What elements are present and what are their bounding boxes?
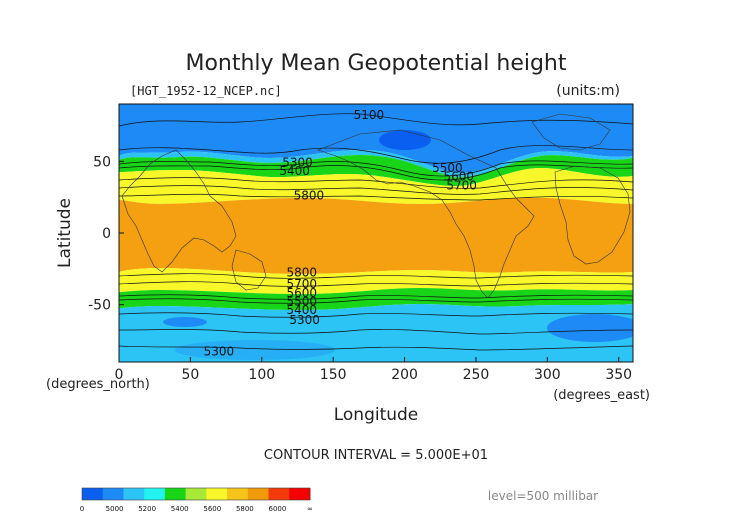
x-tick-label: 100	[248, 367, 275, 383]
contour-label: 5600	[286, 286, 317, 300]
colorbar: 0 5000 5200 5400 5600 5800 6000 ∞	[80, 487, 313, 513]
y-axis-label: Latitude	[55, 198, 75, 268]
colorbar-tick-label: 5000	[106, 505, 124, 513]
colorbar-bin	[247, 488, 270, 500]
colorbar-tick-label: 5400	[171, 505, 189, 513]
contour-interval-text: CONTOUR INTERVAL = 5.000E+01	[264, 448, 488, 463]
colorbar-bin	[144, 488, 166, 500]
contour-label: 5500	[286, 294, 317, 308]
file-label: [HGT_1952-12_NCEP.nc]	[130, 84, 282, 98]
colorbar-tick-label: ∞	[307, 505, 313, 513]
contour-label: 5400	[279, 164, 310, 178]
low-pool-south-1	[163, 317, 207, 327]
contour-label: 5300	[282, 155, 313, 169]
band-green-north	[119, 155, 633, 187]
contour-label: 5500	[432, 161, 463, 175]
contour-label: 5300	[289, 313, 320, 327]
x-tick-label: 300	[534, 367, 561, 383]
contour-label: 5800	[286, 266, 317, 280]
band-cyan-south	[119, 304, 633, 362]
y-tick-label: 50	[93, 154, 111, 170]
colorbar-bin	[206, 488, 228, 500]
contour-label: 5100	[354, 108, 385, 122]
contour-label: 5400	[286, 303, 317, 317]
level-text: level=500 millibar	[488, 489, 598, 503]
colorbar-bin	[82, 488, 104, 500]
units-label: (units:m)	[556, 83, 620, 99]
x-tick-label: 200	[391, 367, 418, 383]
x-tick-label: 350	[605, 367, 632, 383]
contour-plot-area	[119, 104, 633, 362]
colorbar-bin	[227, 488, 249, 500]
x-unit-label: (degrees_east)	[553, 388, 650, 403]
band-green-south	[119, 288, 633, 310]
y-tick-label: 0	[102, 226, 111, 242]
colorbar-frame	[81, 487, 311, 501]
coastlines	[121, 113, 631, 299]
colorbar-tick-label: 5200	[138, 505, 156, 513]
band-yellow-south	[119, 268, 633, 294]
low-pool-south-2	[547, 314, 633, 342]
low-pool-north-1	[379, 130, 431, 150]
colorbar-tick-label: 5600	[203, 505, 221, 513]
x-tick-label: 250	[463, 367, 490, 383]
contour-label: 5700	[286, 277, 317, 291]
y-unit-label: (degrees_north)	[46, 377, 150, 392]
colorbar-tick-label: 0	[80, 505, 84, 513]
low-pool-north-2	[180, 106, 320, 130]
chart-title: Monthly Mean Geopotential height	[185, 51, 566, 76]
x-tick-label: 0	[115, 367, 124, 383]
x-tick-label: 50	[181, 367, 199, 383]
colorbar-bin	[268, 488, 290, 500]
colorbar-bin	[185, 488, 207, 500]
colorbar-bin	[164, 488, 187, 500]
band-yellow-north	[119, 168, 633, 204]
contour-label: 5800	[294, 188, 325, 202]
contour-label: 5700	[446, 178, 477, 192]
y-axis-ticks: 50 0 -50	[88, 154, 124, 314]
colorbar-tick-label: 5800	[236, 505, 254, 513]
band-orange-tropics	[119, 197, 633, 274]
y-tick-label: -50	[88, 298, 111, 314]
colorbar-tick-label: 6000	[269, 505, 287, 513]
low-pool-south-3	[175, 340, 335, 360]
colorbar-bin	[123, 488, 145, 500]
x-axis-ticks: 0 50 100 150 200 250 300 350	[115, 357, 632, 383]
contour-label: 5600	[444, 170, 475, 184]
contour-label: 5300	[204, 345, 235, 359]
x-tick-label: 150	[320, 367, 347, 383]
colorbar-bin	[289, 488, 311, 500]
x-axis-label: Longitude	[334, 405, 419, 425]
colorbar-bin	[102, 488, 124, 500]
